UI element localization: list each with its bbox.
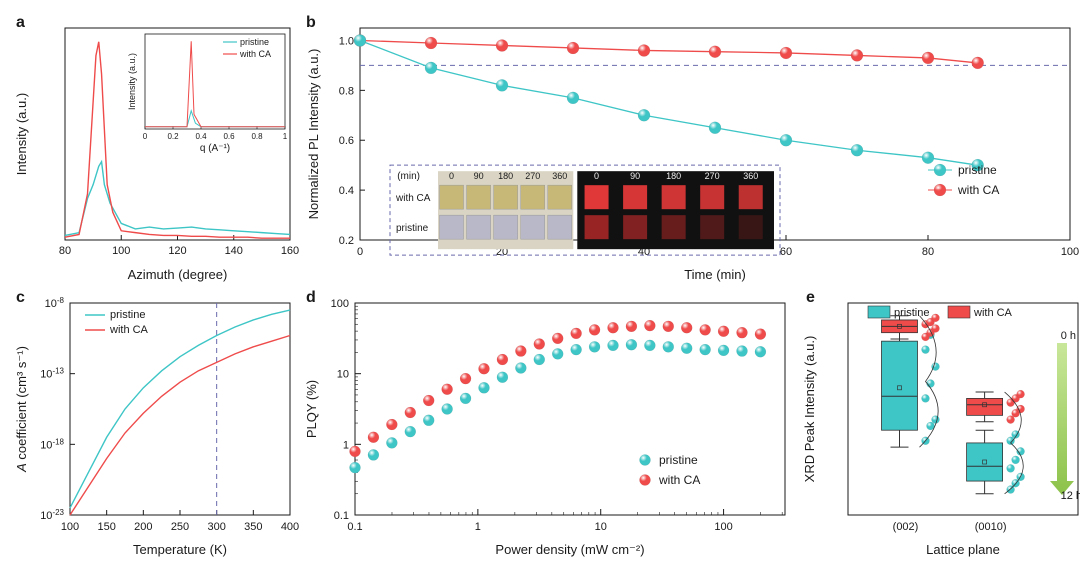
svg-text:180: 180 [498,171,513,181]
svg-text:1: 1 [343,439,349,451]
svg-text:(0010): (0010) [975,521,1007,533]
svg-text:0.1: 0.1 [347,521,362,533]
svg-text:Time (min): Time (min) [684,267,746,282]
svg-text:0: 0 [357,246,363,258]
svg-text:(min): (min) [397,171,420,182]
panel-a-chart: 80 100 120 140 160 Azimuth (degree) Intensity … [10,10,300,285]
svg-text:120: 120 [168,245,186,257]
svg-text:0 h: 0 h [1061,330,1076,342]
svg-text:Normalized PL Intensity (a.u.): Normalized PL Intensity (a.u.) [306,49,321,220]
panel-c-chart: 100 150 200 250 300 350 400 10-23 10-18 10-13 10-8… [10,285,300,560]
svg-text:pristine: pristine [659,453,698,467]
svg-text:0.2: 0.2 [167,132,179,141]
svg-text:150: 150 [97,521,115,533]
svg-text:140: 140 [225,245,243,257]
svg-text:pristine: pristine [240,37,269,47]
svg-text:pristine: pristine [110,309,145,321]
svg-text:1: 1 [283,132,288,141]
svg-text:80: 80 [59,245,71,257]
svg-text:Azimuth (degree): Azimuth (degree) [128,267,228,282]
svg-text:10: 10 [337,369,349,381]
svg-text:0.1: 0.1 [334,510,349,522]
svg-text:A coefficient (cm³ s⁻¹): A coefficient (cm³ s⁻¹) [14,346,29,473]
svg-text:200: 200 [134,521,152,533]
svg-text:270: 270 [525,171,540,181]
svg-text:0.6: 0.6 [223,132,235,141]
panel-e: e Lattice planeXRD Peak Intensity (a.u.)… [800,285,1080,560]
svg-text:100: 100 [1061,246,1079,258]
svg-text:Lattice plane: Lattice plane [926,542,1000,557]
svg-text:10-18: 10-18 [40,437,64,452]
svg-text:with CA: with CA [658,473,700,487]
svg-text:90: 90 [630,171,640,181]
panel-c-label: c [16,289,25,307]
svg-text:270: 270 [705,171,720,181]
svg-text:360: 360 [552,171,567,181]
svg-text:160: 160 [281,245,299,257]
svg-text:400: 400 [281,521,299,533]
svg-text:Temperature (K): Temperature (K) [133,542,227,557]
svg-text:Intensity (a.u.): Intensity (a.u.) [14,93,29,175]
svg-text:with CA: with CA [395,193,431,204]
panel-b: b 0204060801000.20.40.60.81.0Time (min)N… [300,10,1080,285]
panel-c: c 10015020025030035040010-2310-1810-1310… [10,285,300,560]
svg-text:with CA: with CA [957,183,999,197]
svg-text:10-8: 10-8 [45,296,65,311]
panel-b-chart: 0204060801000.20.40.60.81.0Time (min)Nor… [300,10,1080,285]
svg-text:90: 90 [474,171,484,181]
svg-text:250: 250 [171,521,189,533]
svg-text:100: 100 [112,245,130,257]
svg-text:0.8: 0.8 [339,85,354,97]
svg-text:0: 0 [594,171,599,181]
svg-text:1.0: 1.0 [339,35,354,47]
panel-e-label: e [806,289,815,307]
panel-e-chart: Lattice planeXRD Peak Intensity (a.u.)pr… [800,285,1080,560]
svg-text:360: 360 [743,171,758,181]
svg-text:10-13: 10-13 [40,366,64,381]
svg-text:with CA: with CA [973,307,1013,319]
svg-text:100: 100 [714,521,732,533]
svg-text:pristine: pristine [396,223,429,234]
svg-text:1: 1 [475,521,481,533]
svg-text:0.6: 0.6 [339,135,354,147]
svg-text:100: 100 [61,521,79,533]
svg-text:q (A⁻¹): q (A⁻¹) [200,143,230,154]
svg-text:0.4: 0.4 [195,132,207,141]
svg-text:Power density (mW cm⁻²): Power density (mW cm⁻²) [495,542,644,557]
svg-text:0.4: 0.4 [339,185,354,197]
svg-text:350: 350 [244,521,262,533]
svg-text:0.2: 0.2 [339,235,354,247]
svg-text:pristine: pristine [958,163,997,177]
svg-text:0: 0 [449,171,454,181]
panel-a: a 80 100 120 140 160 Azimuth (degree) Intensit… [10,10,300,285]
panel-d: d 0.1 1 10 100 0.1 1 10 100 Power density (mW cm… [300,285,800,560]
svg-text:10: 10 [595,521,607,533]
panel-d-label: d [306,289,316,307]
svg-text:10-23: 10-23 [40,508,64,523]
svg-text:with CA: with CA [109,324,149,336]
svg-text:100: 100 [331,298,349,310]
svg-text:180: 180 [666,171,681,181]
panel-b-label: b [306,14,316,32]
svg-text:300: 300 [207,521,225,533]
svg-text:(002): (002) [893,521,919,533]
svg-text:with CA: with CA [239,49,271,59]
svg-text:0.8: 0.8 [251,132,263,141]
svg-text:12 h: 12 h [1061,490,1080,502]
figure-grid: a 80100120140160Azimuth (degree)Intensit… [10,10,1070,560]
svg-text:80: 80 [922,246,934,258]
svg-text:XRD Peak Intensity (a.u.): XRD Peak Intensity (a.u.) [802,336,817,483]
svg-text:60: 60 [780,246,792,258]
panel-d-chart: 0.1 1 10 100 0.1 1 10 100 Power density (mW cm⁻²… [300,285,800,560]
panel-a-label: a [16,14,25,32]
svg-text:PLQY (%): PLQY (%) [304,380,319,438]
svg-text:Intensity (a.u.): Intensity (a.u.) [127,53,137,110]
svg-text:0: 0 [143,132,148,141]
